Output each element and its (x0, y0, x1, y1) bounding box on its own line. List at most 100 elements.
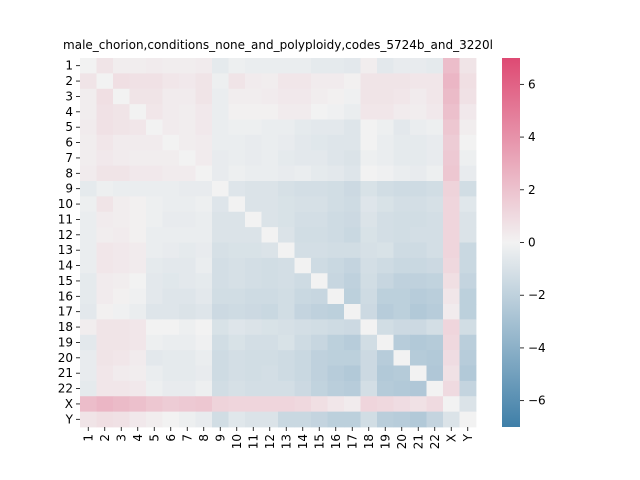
heatmap-cell (327, 134, 345, 151)
heatmap-cell (96, 304, 114, 320)
heatmap-cell (146, 211, 163, 228)
heatmap-cell (410, 165, 427, 182)
heatmap-cell (294, 104, 312, 120)
heatmap-cell (212, 211, 229, 228)
heatmap-cell (195, 242, 213, 259)
heatmap-cell (393, 134, 411, 151)
heatmap-cell (245, 73, 262, 90)
y-tick-label: 21 (58, 366, 73, 380)
heatmap-cell (459, 257, 477, 274)
heatmap-cell (410, 242, 427, 259)
heatmap-cell (327, 181, 345, 197)
heatmap-cell (179, 257, 196, 274)
heatmap-cell (327, 227, 345, 243)
heatmap-cell (96, 58, 114, 74)
heatmap-cell (344, 150, 361, 167)
heatmap-cell (113, 211, 130, 228)
heatmap-cell (426, 181, 444, 197)
heatmap-cell (113, 365, 130, 382)
heatmap-cell (80, 350, 97, 366)
heatmap-cell (459, 165, 477, 182)
heatmap-cell (96, 380, 114, 397)
heatmap-cell (146, 365, 163, 382)
heatmap-cell (311, 165, 328, 182)
heatmap-cell (146, 350, 163, 366)
heatmap-cell (162, 196, 180, 213)
heatmap-cell (195, 273, 213, 290)
x-tick-label: 3 (114, 434, 128, 442)
heatmap-cell (80, 304, 97, 320)
heatmap-cell (96, 411, 114, 428)
heatmap-cell (146, 227, 163, 243)
heatmap-cell (393, 104, 411, 120)
heatmap-cell (113, 242, 130, 259)
heatmap-cell (113, 411, 130, 428)
heatmap-cell (311, 396, 328, 413)
heatmap-cell (459, 134, 477, 151)
heatmap-cell (311, 288, 328, 305)
heatmap-cell (344, 227, 361, 243)
heatmap-cell (212, 411, 229, 428)
heatmap-cell (146, 411, 163, 428)
heatmap-cell (212, 304, 229, 320)
heatmap-cell (212, 150, 229, 167)
heatmap-cell (278, 257, 295, 274)
heatmap-cell (96, 196, 114, 213)
x-tick-label: 20 (395, 434, 409, 449)
heatmap-cell (245, 273, 262, 290)
heatmap-cell (278, 242, 295, 259)
heatmap-cell (179, 334, 196, 351)
heatmap-cell (113, 319, 130, 336)
heatmap-cell (393, 211, 411, 228)
heatmap-cell (129, 334, 147, 351)
heatmap-cell (179, 273, 196, 290)
heatmap-cell (179, 411, 196, 428)
heatmap-cell (294, 181, 312, 197)
heatmap-cell (311, 304, 328, 320)
heatmap-cell (377, 257, 394, 274)
heatmap-cell (261, 211, 279, 228)
heatmap-cell (426, 257, 444, 274)
heatmap-cell (195, 134, 213, 151)
heatmap-cell (129, 304, 147, 320)
heatmap-cell (80, 365, 97, 382)
x-tick-label: 10 (230, 434, 244, 449)
heatmap-cell (377, 411, 394, 428)
heatmap-cell (179, 119, 196, 136)
heatmap-cell (278, 73, 295, 90)
heatmap-cell (360, 211, 378, 228)
heatmap-cell (410, 119, 427, 136)
heatmap-cell (228, 319, 246, 336)
heatmap-cell (443, 411, 460, 428)
heatmap-cell (146, 380, 163, 397)
heatmap-cell (162, 227, 180, 243)
heatmap-cell (228, 134, 246, 151)
heatmap-cell (212, 88, 229, 105)
heatmap-cell (393, 58, 411, 74)
y-tick-label: 1 (65, 59, 73, 73)
heatmap-cell (327, 73, 345, 90)
heatmap-cell (162, 242, 180, 259)
heatmap-cell (327, 196, 345, 213)
heatmap-cell (360, 365, 378, 382)
heatmap-cell (459, 73, 477, 90)
heatmap-cell (162, 150, 180, 167)
heatmap-cell (212, 257, 229, 274)
y-tick-label: 15 (58, 274, 73, 288)
colorbar-tick-label: 0 (528, 236, 536, 250)
heatmap-cell (245, 165, 262, 182)
heatmap-cell (278, 304, 295, 320)
heatmap-cell (311, 319, 328, 336)
heatmap-cell (426, 334, 444, 351)
colorbar-tick-label: −2 (528, 288, 546, 302)
heatmap-cell (278, 380, 295, 397)
heatmap-cell (162, 319, 180, 336)
heatmap-cell (393, 181, 411, 197)
heatmap-cell (327, 411, 345, 428)
heatmap-cell (311, 150, 328, 167)
y-tick-label: 17 (58, 305, 73, 319)
heatmap-cell (294, 334, 312, 351)
heatmap-cell (113, 58, 130, 74)
heatmap-cell (344, 257, 361, 274)
heatmap-cell (146, 334, 163, 351)
